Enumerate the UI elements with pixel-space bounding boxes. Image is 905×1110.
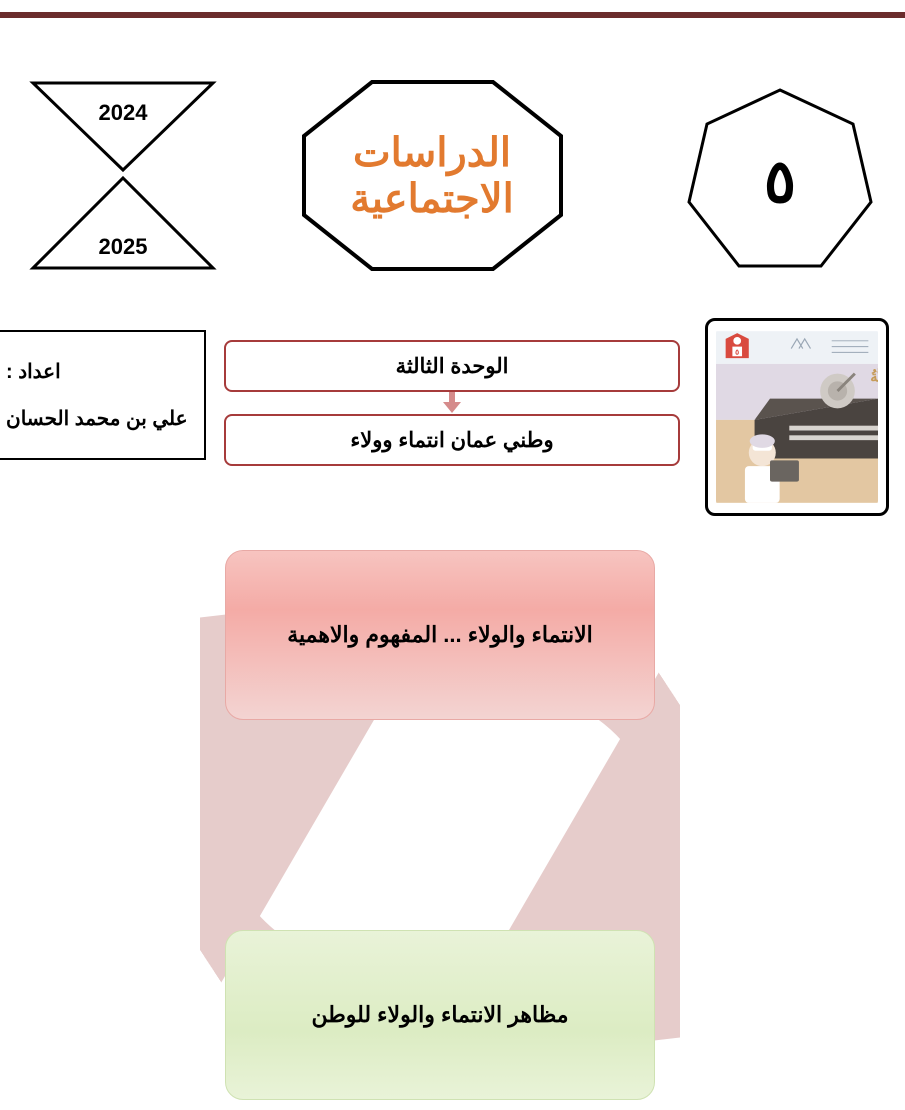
down-arrow-icon bbox=[440, 392, 464, 414]
topic-box-1: الانتماء والولاء ... المفهوم والاهمية bbox=[225, 550, 655, 720]
subject-octagon: الدراسات الاجتماعية bbox=[300, 78, 565, 273]
heptagon-svg: ٥ bbox=[685, 84, 875, 274]
book-cover-title: الدِّراساتُ الاجتماعيَّةُ bbox=[870, 368, 878, 386]
unit-label: الوحدة الثالثة bbox=[396, 354, 509, 379]
grade-heptagon: ٥ bbox=[685, 84, 875, 274]
cycle-diagram: الانتماء والولاء ... المفهوم والاهمية مظ… bbox=[200, 550, 680, 1100]
book-grade-badge: ٥ bbox=[735, 347, 739, 356]
unit-column: الوحدة الثالثة وطني عمان انتماء وولاء bbox=[224, 340, 680, 466]
grade-number: ٥ bbox=[764, 148, 796, 215]
hourglass-svg: 2024 2025 bbox=[28, 78, 218, 278]
topic-2-text: مظاهر الانتماء والولاء للوطن bbox=[311, 1002, 568, 1028]
topic-box-2: مظاهر الانتماء والولاء للوطن bbox=[225, 930, 655, 1100]
unit-title-box: وطني عمان انتماء وولاء bbox=[224, 414, 680, 466]
book-cover-svg: ٥ الدِّراساتُ الاجتماعيَّةُ bbox=[716, 329, 878, 505]
unit-arrow bbox=[224, 392, 680, 414]
top-border-bar bbox=[0, 12, 905, 18]
octagon-svg: الدراسات الاجتماعية bbox=[300, 78, 565, 273]
year-bottom-text: 2025 bbox=[99, 234, 148, 259]
year-hourglass: 2024 2025 bbox=[28, 78, 218, 278]
subject-line1: الدراسات bbox=[353, 131, 511, 177]
unit-title: وطني عمان انتماء وولاء bbox=[350, 428, 553, 453]
unit-label-box: الوحدة الثالثة bbox=[224, 340, 680, 392]
author-name: علي بن محمد الحسان bbox=[6, 406, 188, 431]
book-cover: ٥ الدِّراساتُ الاجتماعيَّةُ bbox=[716, 329, 878, 505]
subject-line2: الاجتماعية bbox=[350, 177, 513, 221]
header-row: 2024 2025 الدراسات الاجتماعية ٥ bbox=[0, 78, 905, 288]
author-box: اعداد : علي بن محمد الحسان bbox=[0, 330, 206, 460]
year-top-text: 2024 bbox=[99, 100, 149, 125]
author-label: اعداد : bbox=[6, 359, 61, 384]
page-root: 2024 2025 الدراسات الاجتماعية ٥ اعداد : … bbox=[0, 0, 905, 1110]
topic-1-text: الانتماء والولاء ... المفهوم والاهمية bbox=[287, 622, 593, 648]
book-cover-frame: ٥ الدِّراساتُ الاجتماعيَّةُ bbox=[705, 318, 889, 516]
